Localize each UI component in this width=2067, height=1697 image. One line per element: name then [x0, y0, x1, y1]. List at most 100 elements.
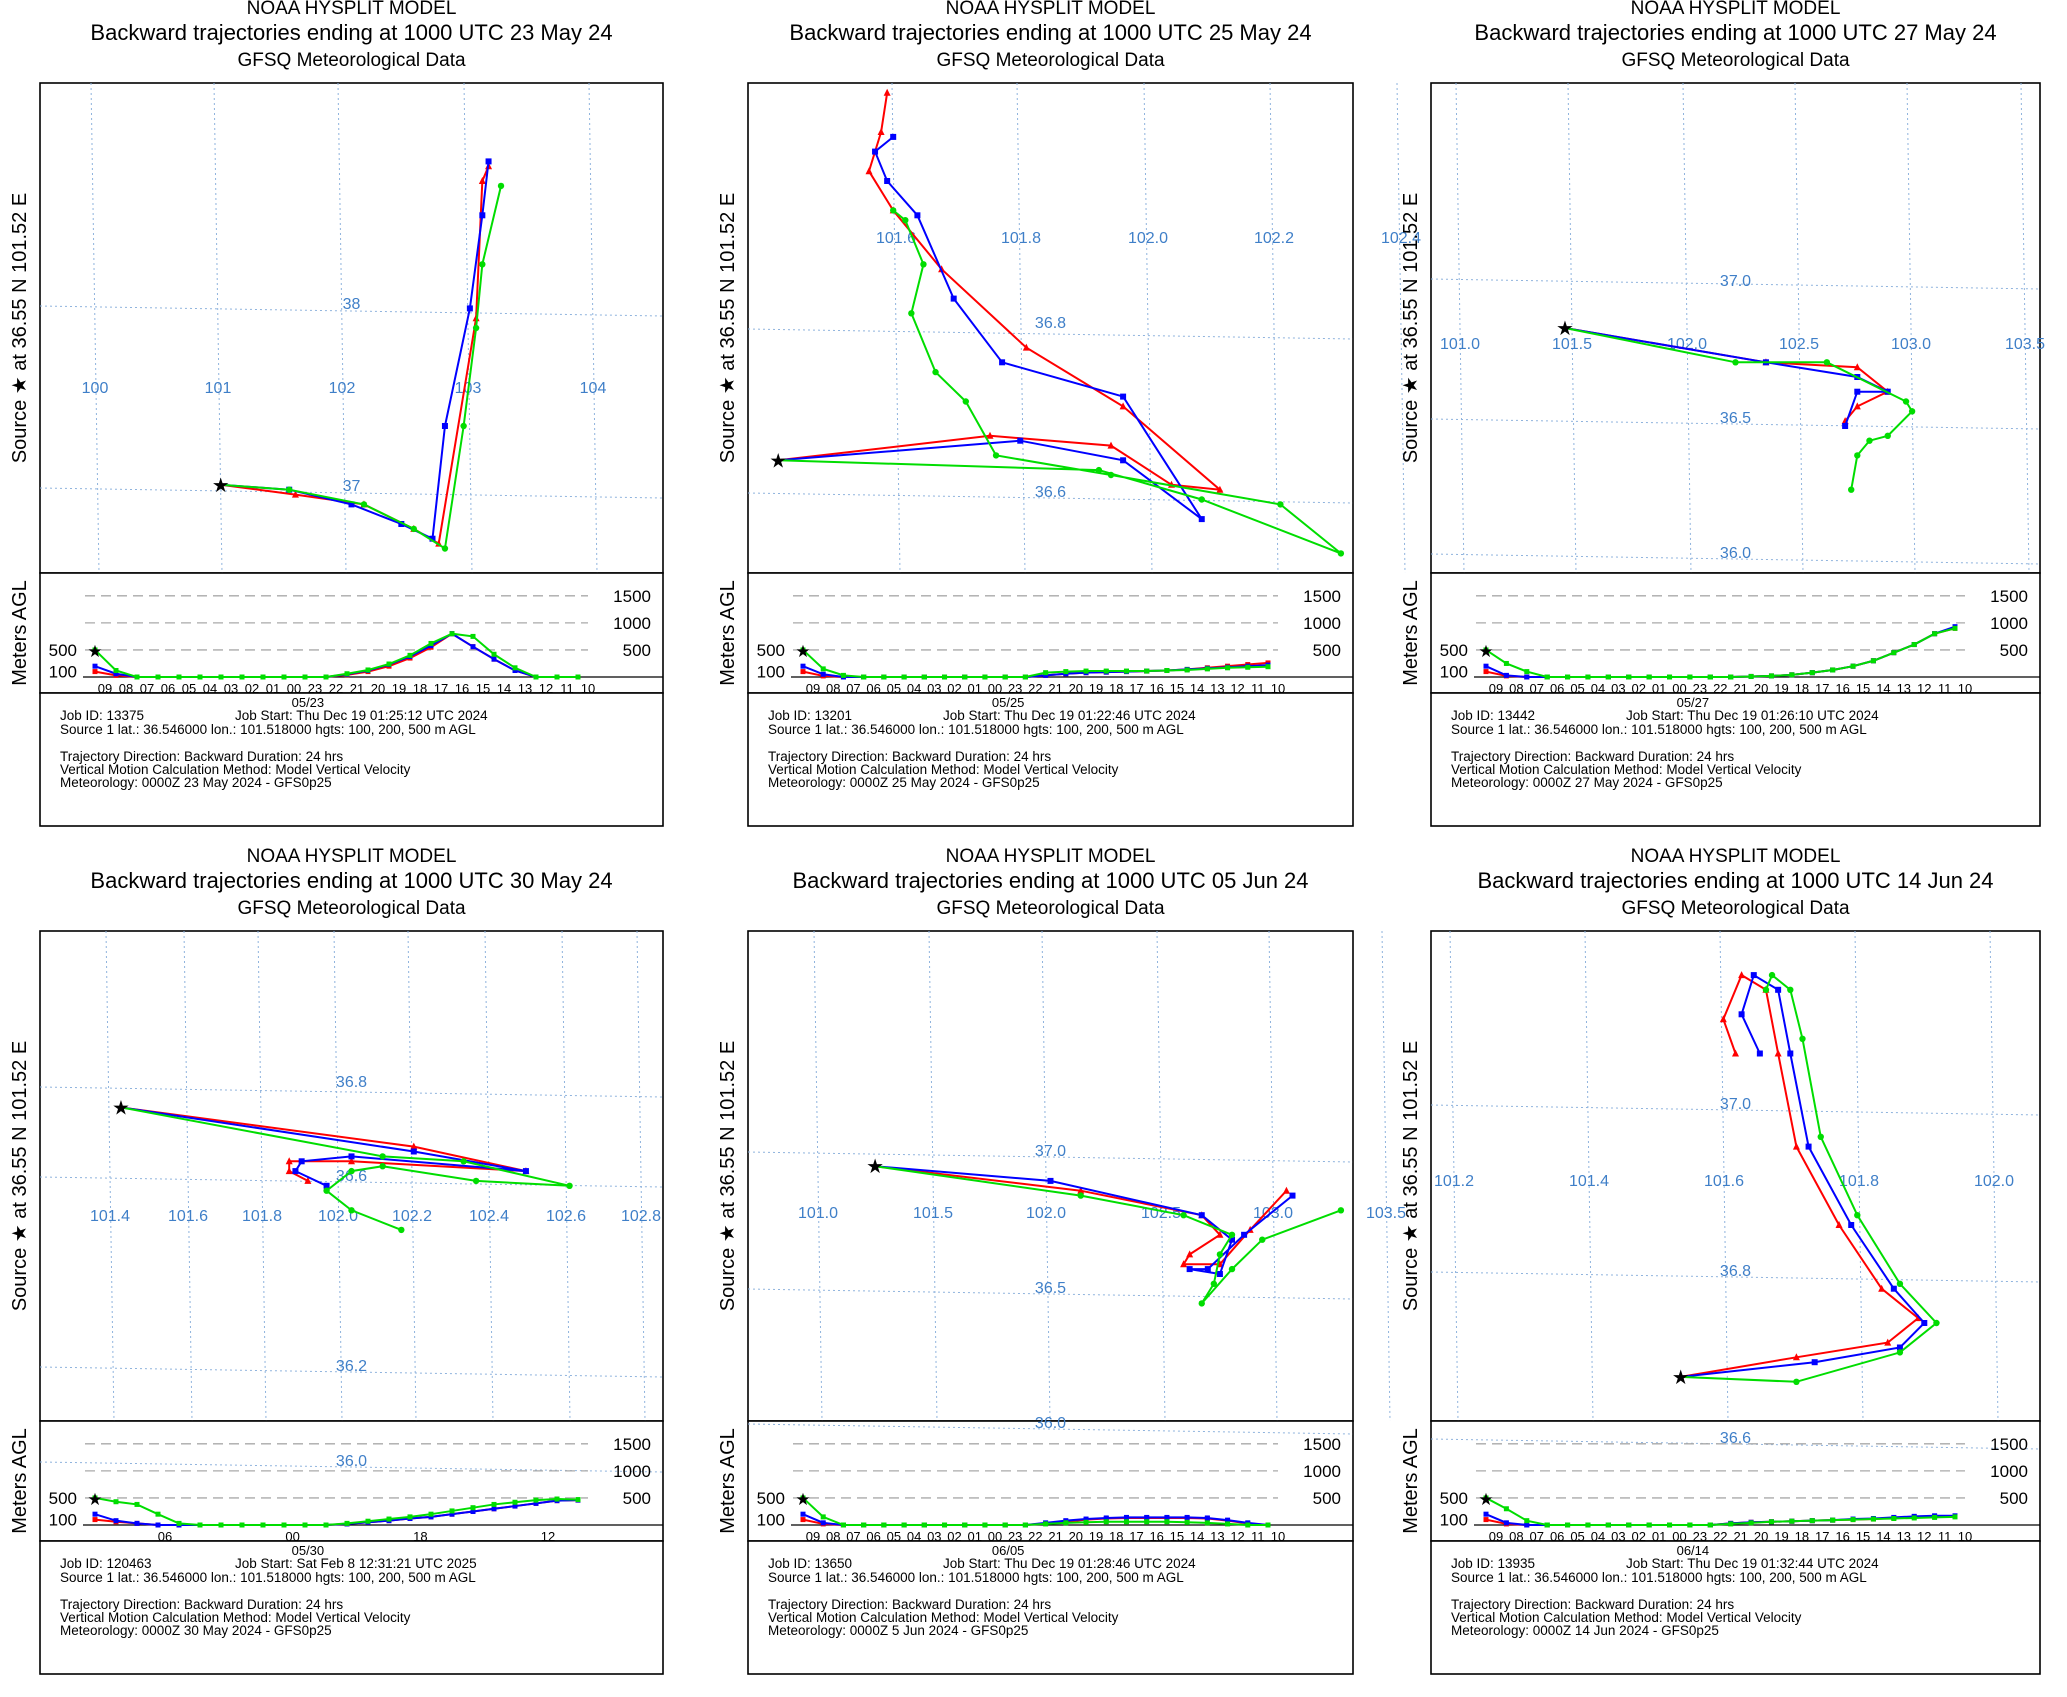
- trajectory-point: [1811, 1359, 1818, 1366]
- meridian-line: [636, 930, 646, 1422]
- height-point: [449, 631, 455, 637]
- meridian-line: [561, 930, 571, 1422]
- start-height-label: 500: [757, 641, 785, 660]
- trajectory-500m: [220, 182, 505, 552]
- height-point: [1891, 1516, 1897, 1522]
- hour-label: 18: [1795, 681, 1809, 696]
- trajectory-point: [410, 525, 417, 533]
- height-point: [1204, 1520, 1210, 1526]
- hour-label: 23: [308, 681, 322, 696]
- height-point: [323, 674, 329, 680]
- height-point: [962, 1522, 968, 1528]
- map-frame: [1430, 82, 2041, 574]
- hour-label: 18: [413, 1529, 427, 1544]
- hour-label: 10: [581, 681, 595, 696]
- height-point: [921, 674, 927, 680]
- hour-label: 21: [1048, 1529, 1062, 1544]
- parallel-line: [747, 1423, 1354, 1435]
- trajectory-point: [485, 158, 492, 165]
- trajectory-panel-4: NOAA HYSPLIT MODEL Backward trajectories …: [0, 846, 689, 1696]
- height-tick-label: 1000: [613, 1462, 651, 1481]
- vertical-method-line: Vertical Motion Calculation Method: Mode…: [768, 1610, 1119, 1625]
- trajectory-point: [877, 128, 885, 135]
- height-point: [1184, 1519, 1190, 1525]
- height-point: [470, 1505, 476, 1511]
- longitude-label: 102.2: [1254, 230, 1294, 247]
- longitude-label: 102.8: [621, 1208, 661, 1225]
- hour-label: 18: [1795, 1529, 1809, 1544]
- hour-label: 03: [927, 681, 941, 696]
- hour-label: 14: [1876, 681, 1890, 696]
- height-tick-label: 1000: [1303, 614, 1341, 633]
- trajectory-point: [986, 431, 994, 439]
- height-point: [386, 1516, 392, 1522]
- model-title: NOAA HYSPLIT MODEL: [1631, 0, 1841, 19]
- hour-label: 20: [371, 681, 385, 696]
- trajectory-point: [398, 1226, 405, 1234]
- meridian-line: [463, 82, 473, 574]
- height-point: [239, 674, 245, 680]
- parallel-line: [747, 1151, 1354, 1163]
- hour-label: 14: [1190, 1529, 1204, 1544]
- trajectory-point: [962, 398, 969, 405]
- height-point: [1809, 1518, 1815, 1524]
- height-point: [533, 1500, 539, 1506]
- height-point: [470, 644, 476, 650]
- hour-label: 12: [1230, 681, 1244, 696]
- height-star-icon: ★: [795, 1490, 810, 1509]
- trajectory-point: [379, 1163, 386, 1170]
- height-star-icon: ★: [1478, 1490, 1493, 1509]
- height-point: [881, 674, 887, 680]
- height-point: [1483, 1511, 1489, 1517]
- trajectory-point: [932, 368, 939, 376]
- info-frame: [39, 1540, 664, 1675]
- source-axis-label: Source ★ at 36.55 N 101.52 E: [1400, 1041, 1422, 1311]
- height-point: [155, 1511, 161, 1517]
- height-point: [1789, 1518, 1795, 1524]
- trajectory-point: [472, 324, 480, 332]
- longitude-label: 101.8: [1839, 1173, 1879, 1190]
- height-point: [344, 671, 350, 677]
- height-point: [1503, 1520, 1509, 1526]
- hour-label: 13: [518, 681, 532, 696]
- trajectory-point: [291, 490, 299, 498]
- height-point: [800, 1517, 806, 1523]
- source-star-icon: ★: [866, 1156, 884, 1178]
- meridian-line: [1041, 930, 1051, 1422]
- latitude-label: 36.5: [1035, 1280, 1066, 1297]
- trajectory-point: [1854, 1212, 1861, 1219]
- height-point: [197, 1522, 203, 1528]
- height-point: [155, 674, 161, 680]
- hour-label: 01: [1652, 1529, 1666, 1544]
- height-point: [1083, 668, 1089, 674]
- map-grid: 101.6 101.8 102.0 102.2 102.4 36.8 36.6: [747, 82, 1421, 574]
- source-axis-label: Source ★ at 36.55 N 101.52 E: [9, 193, 31, 463]
- height-point: [260, 1522, 266, 1528]
- trajectory-point: [348, 1207, 355, 1214]
- trajectory-point: [410, 1148, 417, 1155]
- height-tick-label: 500: [1313, 1489, 1341, 1508]
- map-frame: [39, 930, 664, 1422]
- hour-label: 23: [1008, 1529, 1022, 1544]
- height-point: [881, 1522, 887, 1528]
- source-line: Source 1 lat.: 36.546000 lon.: 101.51800…: [768, 1570, 1184, 1585]
- parallel-line: [1430, 1271, 2041, 1283]
- trajectory-point: [298, 1158, 305, 1165]
- height-point: [449, 1511, 455, 1517]
- height-frame: [747, 1420, 1354, 1542]
- height-point: [491, 651, 497, 657]
- meteorology-line: Meteorology: 0000Z 23 May 2024 - GFS0p25: [60, 775, 332, 790]
- hour-label: 00: [1672, 681, 1686, 696]
- hour-label: 06: [161, 681, 175, 696]
- trajectory-point: [890, 133, 897, 140]
- trajectory-point: [323, 1182, 330, 1189]
- trajectory-point: [999, 359, 1006, 366]
- height-point: [1646, 674, 1652, 680]
- trajectory-point: [1884, 432, 1891, 439]
- meteorology-line: Meteorology: 0000Z 25 May 2024 - GFS0p25: [768, 775, 1040, 790]
- height-point: [1063, 669, 1069, 675]
- height-point: [1483, 1517, 1489, 1523]
- trajectory-point: [884, 178, 891, 184]
- trajectory-point: [285, 1157, 293, 1165]
